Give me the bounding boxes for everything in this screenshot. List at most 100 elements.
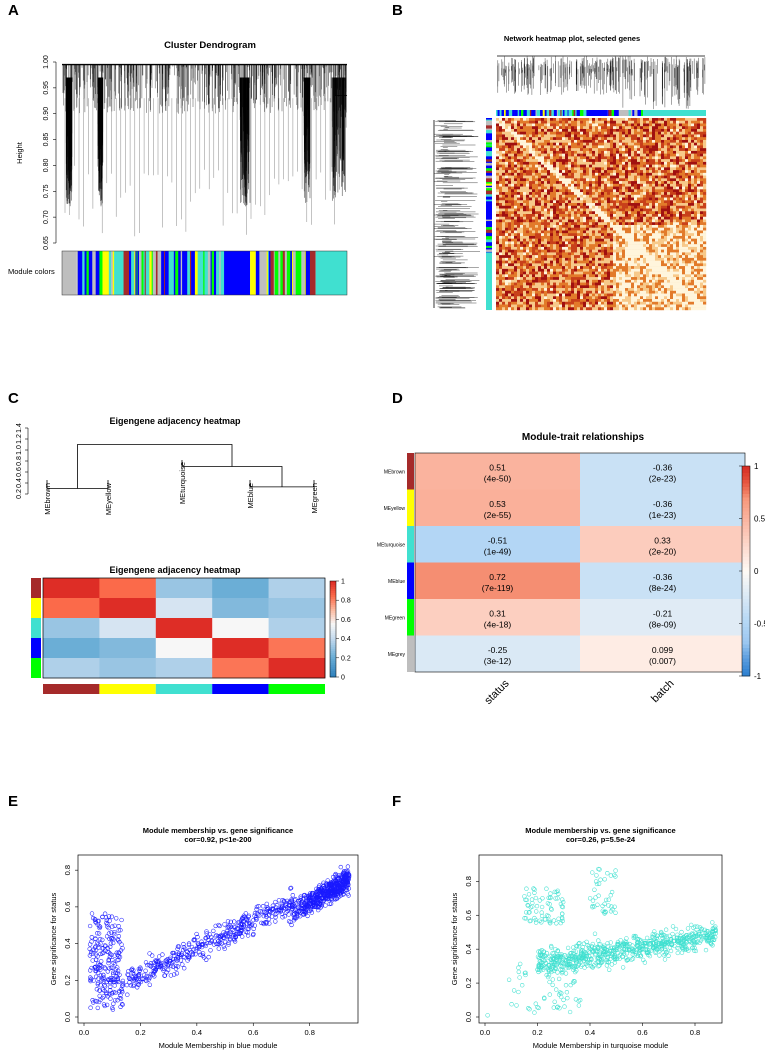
- panel-b-heatmap-cell: [655, 263, 659, 267]
- panel-b-heatmap-cell: [535, 189, 539, 193]
- panel-b-heatmap-cell: [532, 139, 536, 143]
- panel-b-heatmap-cell: [679, 148, 683, 152]
- panel-b-heatmap-cell: [652, 246, 656, 250]
- panel-b-heatmap-cell: [643, 156, 647, 160]
- panel-b-heatmap-cell: [679, 128, 683, 132]
- panel-b-heatmap-cell: [652, 159, 656, 163]
- panel-b-heatmap-cell: [523, 307, 527, 311]
- panel-b-heatmap-cell: [511, 233, 515, 237]
- panel-b-heatmap-cell: [550, 211, 554, 215]
- panel-b-heatmap-cell: [523, 235, 527, 239]
- panel-b-heatmap-cell: [508, 285, 512, 289]
- panel-b-heatmap-cell: [577, 208, 581, 212]
- panel-b-heatmap-cell: [577, 161, 581, 165]
- panel-b-heatmap-cell: [601, 205, 605, 209]
- panel-b-heatmap-cell: [613, 175, 617, 179]
- panel-b-heatmap-cell: [595, 268, 599, 272]
- panel-b-heatmap-cell: [496, 203, 500, 206]
- panel-b-heatmap-cell: [520, 260, 524, 264]
- panel-b-heatmap-cell: [640, 279, 644, 283]
- panel-b-heatmap-cell: [652, 279, 656, 283]
- panel-b-heatmap-cell: [631, 150, 635, 154]
- panel-b-heatmap-cell: [517, 244, 521, 248]
- panel-b-heatmap-cell: [685, 219, 689, 223]
- panel-b-left-module-color-stripe: [486, 247, 492, 250]
- panel-b-heatmap-cell: [571, 260, 575, 264]
- panel-b-heatmap-cell: [559, 255, 563, 259]
- panel-b-heatmap-cell: [604, 200, 608, 204]
- panel-b-heatmap-cell: [568, 137, 572, 141]
- panel-b-heatmap-cell: [619, 161, 623, 165]
- panel-b-heatmap-cell: [616, 164, 620, 168]
- panel-b-heatmap-cell: [514, 128, 518, 132]
- panel-a-module-color-stripe: [111, 251, 114, 295]
- panel-b-heatmap-cell: [547, 150, 551, 154]
- panel-b-heatmap-cell: [607, 134, 611, 138]
- panel-b-heatmap-cell: [664, 150, 668, 154]
- panel-b-heatmap-cell: [565, 277, 569, 281]
- panel-b-heatmap-cell: [634, 257, 638, 261]
- panel-b-heatmap-cell: [673, 224, 677, 228]
- panel-b-heatmap-cell: [661, 142, 665, 146]
- panel-b-heatmap-cell: [598, 178, 602, 182]
- panel-b-heatmap-cell: [649, 142, 653, 146]
- panel-b-heatmap-cell: [583, 139, 587, 143]
- panel-b-heatmap-cell: [613, 307, 617, 311]
- panel-b-heatmap-cell: [502, 246, 506, 250]
- panel-b-heatmap-cell: [574, 274, 578, 278]
- panel-b-heatmap-cell: [586, 211, 590, 215]
- panel-a-module-color-stripe: [304, 251, 307, 295]
- panel-b-heatmap-cell: [565, 307, 569, 311]
- panel-b-heatmap-cell: [508, 216, 512, 220]
- panel-b-heatmap-cell: [691, 219, 695, 223]
- panel-b-heatmap-cell: [541, 235, 545, 239]
- panel-b-heatmap-cell: [505, 175, 509, 179]
- panel-b-heatmap-cell: [613, 282, 617, 286]
- panel-b-heatmap-cell: [646, 244, 650, 248]
- panel-b-heatmap-cell: [505, 159, 509, 163]
- panel-b-left-module-color-stripe: [486, 142, 492, 144]
- panel-b-top-module-color-stripe: [558, 110, 561, 116]
- panel-b-heatmap-cell: [640, 241, 644, 245]
- panel-b-heatmap-cell: [583, 203, 587, 206]
- panel-b-heatmap-cell: [595, 293, 599, 297]
- panel-b-heatmap-cell: [586, 194, 590, 198]
- panel-b-heatmap-cell: [496, 137, 500, 141]
- panel-b-heatmap-cell: [595, 271, 599, 275]
- panel-b-heatmap-cell: [499, 123, 503, 127]
- panel-b-heatmap-cell: [589, 293, 593, 297]
- panel-b-heatmap-cell: [502, 186, 506, 190]
- panel-b-heatmap-cell: [517, 200, 521, 204]
- panel-b-heatmap-cell: [670, 167, 674, 171]
- panel-b-heatmap-cell: [613, 186, 617, 190]
- panel-b-heatmap-cell: [571, 192, 575, 195]
- panel-b-heatmap-cell: [622, 156, 626, 160]
- panel-b-heatmap-cell: [691, 178, 695, 182]
- panel-b-heatmap-cell: [610, 134, 614, 138]
- panel-b-heatmap-cell: [589, 145, 593, 149]
- panel-b-heatmap-cell: [562, 296, 566, 300]
- panel-b-heatmap-cell: [523, 208, 527, 212]
- panel-b-heatmap-cell: [550, 279, 554, 283]
- panel-b-heatmap-cell: [646, 222, 650, 226]
- panel-b-heatmap-cell: [538, 257, 542, 261]
- panel-b-heatmap-cell: [562, 128, 566, 132]
- panel-b-heatmap-cell: [514, 268, 518, 272]
- panel-b-heatmap-cell: [589, 123, 593, 127]
- panel-b-heatmap-cell: [505, 227, 509, 231]
- panel-b-heatmap-cell: [550, 123, 554, 127]
- panel-a-module-color-stripe: [121, 251, 124, 295]
- panel-b-heatmap-cell: [550, 293, 554, 297]
- panel-b-heatmap-cell: [604, 214, 608, 217]
- panel-b-heatmap-cell: [553, 224, 557, 228]
- panel-b-heatmap-cell: [652, 274, 656, 278]
- panel-b-heatmap-cell: [502, 178, 506, 182]
- panel-b-heatmap-cell: [616, 266, 620, 270]
- panel-b-heatmap-cell: [691, 224, 695, 228]
- panel-b-heatmap-cell: [649, 288, 653, 291]
- panel-b-heatmap-cell: [592, 299, 596, 302]
- panel-b-heatmap-cell: [505, 252, 509, 256]
- panel-b-heatmap-cell: [550, 296, 554, 300]
- panel-b-heatmap-cell: [499, 192, 503, 195]
- panel-b-heatmap-cell: [664, 175, 668, 179]
